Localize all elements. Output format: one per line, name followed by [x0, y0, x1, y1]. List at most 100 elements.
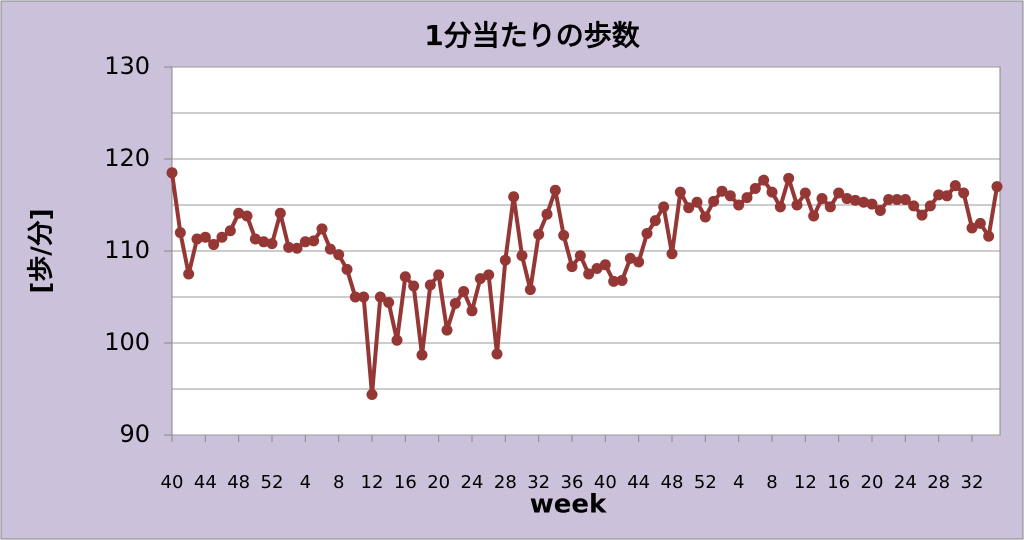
- data-point: [508, 191, 520, 203]
- y-tick-label: 130: [104, 52, 150, 80]
- data-point: [774, 201, 786, 213]
- x-tick-label: 52: [694, 472, 717, 493]
- data-point: [174, 227, 186, 239]
- data-point: [274, 207, 286, 219]
- data-point: [933, 189, 945, 201]
- data-point: [491, 348, 503, 360]
- data-point: [358, 291, 370, 303]
- data-point: [949, 180, 961, 192]
- data-point: [566, 261, 578, 273]
- data-point: [808, 210, 820, 222]
- data-point: [524, 284, 536, 296]
- x-tick-label: 20: [861, 472, 884, 493]
- x-tick-label: 52: [261, 472, 284, 493]
- x-tick-label: 24: [894, 472, 917, 493]
- data-point: [899, 193, 911, 205]
- data-point: [891, 193, 903, 205]
- data-point: [741, 192, 753, 204]
- data-point: [416, 349, 428, 361]
- data-point: [883, 193, 895, 205]
- data-point: [424, 279, 436, 291]
- data-point: [758, 174, 770, 186]
- x-tick-label: 16: [394, 472, 417, 493]
- data-point: [366, 389, 378, 401]
- x-tick-label: 12: [361, 472, 384, 493]
- data-point: [441, 324, 453, 336]
- y-tick-label: 90: [119, 420, 150, 448]
- data-point: [649, 215, 661, 227]
- data-point: [399, 271, 411, 283]
- x-tick-label: 32: [961, 472, 984, 493]
- data-point: [658, 201, 670, 213]
- data-point: [449, 297, 461, 309]
- x-tick-label: 48: [227, 472, 250, 493]
- data-point: [699, 211, 711, 223]
- data-point: [941, 190, 953, 202]
- chart-title: 1分当たりの歩数: [424, 19, 640, 52]
- data-point: [208, 239, 220, 251]
- data-point: [541, 208, 553, 220]
- data-point: [866, 198, 878, 210]
- data-point: [583, 268, 595, 280]
- data-point: [349, 291, 361, 303]
- data-point: [324, 243, 336, 255]
- x-tick-label: 24: [461, 472, 484, 493]
- data-point: [216, 231, 228, 243]
- data-point: [908, 200, 920, 212]
- data-point: [458, 285, 470, 297]
- data-point: [249, 233, 261, 245]
- data-point: [408, 280, 420, 292]
- data-point: [391, 334, 403, 346]
- x-tick-label: 28: [927, 472, 950, 493]
- x-tick-label: 40: [594, 472, 617, 493]
- data-point: [858, 196, 870, 208]
- data-point: [258, 236, 270, 248]
- x-tick-label: 40: [161, 472, 184, 493]
- data-point: [874, 205, 886, 217]
- data-point: [191, 233, 203, 245]
- x-tick-label: 4: [733, 472, 744, 493]
- data-point: [533, 228, 545, 240]
- data-point: [924, 200, 936, 212]
- data-point: [991, 181, 1003, 193]
- x-tick-label: 4: [300, 472, 311, 493]
- data-point: [916, 209, 928, 221]
- x-tick-label: 8: [333, 472, 344, 493]
- data-point: [474, 273, 486, 285]
- x-tick-label: 32: [527, 472, 550, 493]
- data-point: [766, 186, 778, 198]
- data-point: [833, 187, 845, 199]
- data-point: [824, 201, 836, 213]
- y-tick-label: 110: [104, 236, 150, 264]
- data-point: [574, 250, 586, 262]
- data-point: [624, 252, 636, 264]
- data-point: [958, 187, 970, 199]
- data-point: [183, 268, 195, 280]
- data-point: [374, 291, 386, 303]
- x-tick-label: 44: [627, 472, 650, 493]
- data-point: [816, 193, 828, 205]
- data-point: [966, 222, 978, 234]
- data-point: [749, 182, 761, 194]
- data-point: [316, 223, 328, 235]
- data-point: [983, 230, 995, 242]
- data-point: [241, 210, 253, 222]
- x-tick-label: 48: [661, 472, 684, 493]
- data-point: [691, 196, 703, 208]
- x-tick-label: 44: [194, 472, 217, 493]
- data-point: [291, 242, 303, 254]
- data-point: [333, 249, 345, 261]
- data-point: [641, 228, 653, 240]
- data-point: [783, 172, 795, 184]
- data-point: [549, 184, 561, 196]
- data-point: [299, 236, 311, 248]
- data-point: [683, 202, 695, 214]
- data-point: [499, 254, 511, 266]
- data-point: [616, 274, 628, 286]
- data-point: [791, 199, 803, 211]
- data-point: [383, 297, 395, 309]
- x-tick-label: 28: [494, 472, 517, 493]
- data-point: [841, 193, 853, 205]
